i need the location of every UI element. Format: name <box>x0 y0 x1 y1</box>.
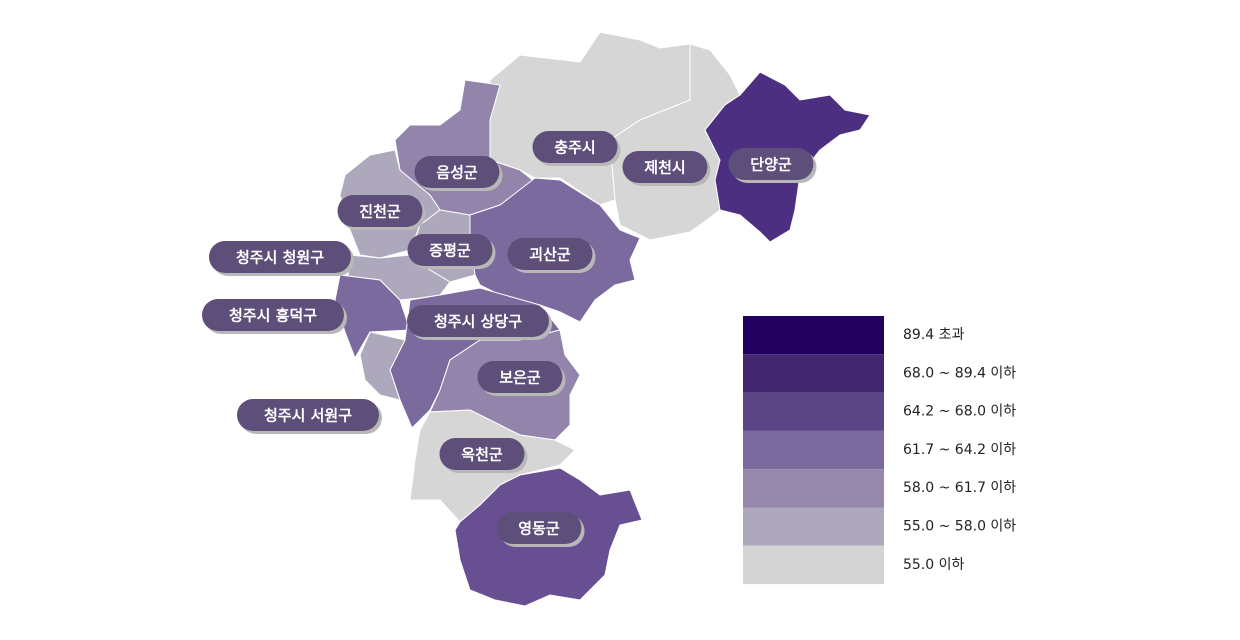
label-pill <box>202 299 344 331</box>
region-label: 증평군 <box>429 242 471 260</box>
label-pill <box>209 241 351 273</box>
label-pill <box>477 361 563 393</box>
legend-label: 89.4 초과 <box>903 327 965 343</box>
region-label: 영동군 <box>518 520 560 538</box>
legend-swatch <box>743 469 884 508</box>
region-shape <box>609 43 741 241</box>
legend: 89.4 초과 68.0 ~ 89.4 이하 64.2 ~ 68.0 이하 61.7 … <box>743 316 1016 585</box>
legend-label: 61.7 ~ 64.2 이하 <box>903 442 1016 458</box>
region-label: 음성군 <box>436 164 478 182</box>
label-pill <box>337 195 423 227</box>
legend-label: 55.0 이하 <box>903 557 965 573</box>
region-label: 청주시 청원구 <box>236 249 324 267</box>
label-pill <box>728 148 814 180</box>
region-label: 청주시 상당구 <box>434 313 522 331</box>
region-label: 단양군 <box>750 156 792 174</box>
label-pill <box>532 131 618 163</box>
region-label: 제천시 <box>644 159 685 177</box>
legend-label: 68.0 ~ 89.4 이하 <box>903 365 1016 381</box>
label-pill <box>439 438 525 470</box>
label-pill <box>407 305 549 337</box>
legend-swatch <box>743 316 884 355</box>
legend-swatch <box>743 545 884 585</box>
region-label: 옥천군 <box>461 446 503 464</box>
region-label: 보은군 <box>499 369 541 387</box>
region-label: 진천군 <box>359 203 401 221</box>
legend-label: 64.2 ~ 68.0 이하 <box>903 404 1016 420</box>
region-label: 괴산군 <box>529 246 571 264</box>
label-pill <box>496 512 582 544</box>
legend-label: 58.0 ~ 61.7 이하 <box>903 480 1016 496</box>
label-pill <box>407 234 493 266</box>
label-pill <box>507 238 593 270</box>
label-pill <box>414 156 500 188</box>
legend-swatch <box>743 354 884 393</box>
region-label: 청주시 흥덕구 <box>229 307 317 325</box>
label-pill <box>622 151 708 183</box>
legend-swatch <box>743 507 884 546</box>
label-pill <box>237 399 379 431</box>
legend-swatch <box>743 392 884 431</box>
region-shape <box>359 331 406 401</box>
legend-label: 55.0 ~ 58.0 이하 <box>903 519 1016 535</box>
legend-swatch <box>743 430 884 470</box>
region-label: 청주시 서원구 <box>264 407 352 425</box>
region-label: 충주시 <box>554 139 595 157</box>
